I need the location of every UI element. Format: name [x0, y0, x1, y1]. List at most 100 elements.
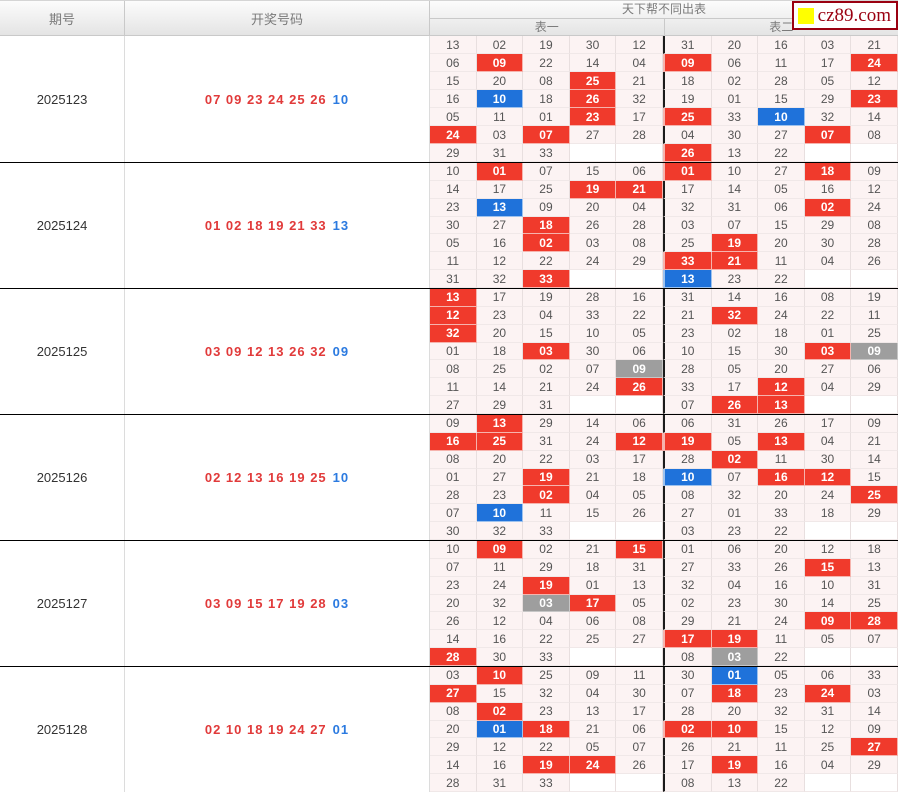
grid-row: 15 20 08 25 21 18 02 28 05 12 — [430, 72, 898, 90]
grid-cell: 05 — [758, 667, 805, 685]
grid-cell: 04 — [523, 306, 570, 325]
grid-cell: 15 — [851, 468, 898, 487]
grid-cell: 32 — [476, 270, 524, 289]
grid-cell: 03 — [430, 667, 477, 685]
grid-cell: 06 — [616, 342, 663, 361]
grid-row: 10 01 07 15 06 01 10 27 18 09 — [430, 163, 898, 181]
grid-cell: 28 — [851, 612, 898, 631]
grid-cell: 08 — [851, 126, 898, 144]
grid-cell: 03 — [804, 36, 852, 54]
grid-row: 20 32 03 17 05 02 23 30 14 25 — [430, 594, 898, 613]
grid-cell: 12 — [804, 720, 852, 739]
grid-cell: 26 — [616, 756, 663, 775]
grid-cell: 24 — [569, 756, 617, 775]
grid-cell: 16 — [758, 756, 805, 775]
grid-cell: 07 — [804, 126, 852, 144]
grid-cell: 12 — [616, 36, 663, 54]
grid-cell: 26 — [616, 378, 663, 397]
grid-cell: 20 — [758, 360, 805, 379]
grid-cell: 11 — [758, 252, 805, 271]
grid-cell: 23 — [523, 702, 570, 721]
grid-row: 16 10 18 26 32 19 01 15 29 23 — [430, 90, 898, 108]
grid-cell: 33 — [851, 667, 898, 685]
grid-row: 05 11 01 23 17 25 33 10 32 14 — [430, 108, 898, 126]
grid-cell: 25 — [569, 630, 617, 649]
grid-cell: 19 — [523, 468, 570, 487]
grid-cell: 25 — [569, 72, 617, 90]
grid-cell: 13 — [430, 289, 477, 307]
grid-cell: 04 — [804, 378, 852, 397]
grid-cell: 28 — [430, 648, 477, 667]
grid-cell: 26 — [711, 396, 759, 415]
grid-cell: 13 — [758, 396, 805, 415]
grid-cell: 17 — [569, 594, 617, 613]
grid-cell: 01 — [662, 541, 712, 559]
grid-cell: 29 — [804, 90, 852, 108]
grid-cell: 33 — [523, 774, 570, 792]
grid-cell: 16 — [476, 234, 524, 253]
grid-cell: 03 — [851, 684, 898, 703]
grid-cell: 20 — [711, 36, 759, 54]
grid-cell: 23 — [430, 576, 477, 595]
grid-cell: 05 — [616, 324, 663, 343]
grid-row: 28 30 33 08 03 22 — [430, 648, 898, 667]
grid-cell: 32 — [476, 522, 524, 541]
grid-cell: 14 — [711, 289, 759, 307]
grid-row: 12 23 04 33 22 21 32 24 22 11 — [430, 306, 898, 325]
winning-blue-number: 10 — [332, 470, 350, 485]
grid-cell: 32 — [430, 324, 477, 343]
grid-row: 32 20 15 10 05 23 02 18 01 25 — [430, 324, 898, 343]
grid-cell — [851, 144, 898, 162]
grid-cell: 29 — [804, 216, 852, 235]
grid-cell: 09 — [851, 720, 898, 739]
grid-cell: 26 — [569, 90, 617, 108]
grid-cell: 17 — [616, 108, 663, 126]
grid-header: 天下帮不同出表 表一 表二 — [430, 1, 898, 36]
grid-cell: 02 — [711, 72, 759, 90]
period-row-group: 2025128 02 10 18 19 24 27 01 03 10 25 09 11 30 01… — [0, 666, 898, 792]
grid-row: 05 16 02 03 08 25 19 20 30 28 — [430, 234, 898, 253]
grid-cell: 33 — [523, 648, 570, 667]
grid-cell — [569, 144, 617, 162]
grid-cell — [569, 648, 617, 667]
number-grid: 10 01 07 15 06 01 10 27 18 09 14 17 25 19 21 17 14 05 16 12… — [430, 163, 898, 289]
grid-cell: 17 — [662, 630, 712, 649]
grid-cell: 10 — [476, 90, 524, 108]
grid-cell: 27 — [430, 684, 477, 703]
grid-cell: 24 — [851, 54, 898, 72]
grid-cell: 19 — [662, 90, 712, 108]
grid-cell: 24 — [569, 252, 617, 271]
grid-cell: 11 — [851, 306, 898, 325]
grid-cell: 11 — [616, 667, 663, 685]
grid-cell: 33 — [523, 522, 570, 541]
grid-cell: 14 — [851, 108, 898, 126]
grid-cell: 06 — [569, 612, 617, 631]
grid-cell: 01 — [711, 667, 759, 685]
grid-cell: 22 — [804, 306, 852, 325]
grid-cell: 27 — [662, 558, 712, 577]
grid-row: 26 12 04 06 08 29 21 24 09 28 — [430, 612, 898, 631]
grid-row: 08 02 23 13 17 28 20 32 31 14 — [430, 702, 898, 721]
grid-cell: 15 — [569, 163, 617, 181]
grid-cell: 10 — [430, 541, 477, 559]
grid-cell — [804, 522, 852, 541]
grid-cell: 24 — [569, 378, 617, 397]
grid-cell: 13 — [711, 144, 759, 162]
grid-cell: 01 — [662, 163, 712, 181]
grid-cell: 01 — [804, 324, 852, 343]
grid-cell: 28 — [430, 486, 477, 505]
grid-cell — [804, 774, 852, 792]
grid-cell: 07 — [569, 360, 617, 379]
grid-cell: 09 — [662, 54, 712, 72]
grid-cell: 12 — [476, 738, 524, 757]
cz89-logo[interactable]: cz89.com — [791, 1, 898, 30]
grid-cell: 32 — [711, 306, 759, 325]
number-grid: 09 13 29 14 06 06 31 26 17 09 16 25 31 24 12 19 05 13 04 21… — [430, 415, 898, 541]
grid-cell: 12 — [804, 541, 852, 559]
grid-cell: 03 — [569, 234, 617, 253]
grid-cell: 20 — [476, 72, 524, 90]
grid-cell: 19 — [711, 234, 759, 253]
grid-cell: 32 — [758, 702, 805, 721]
grid-cell: 08 — [662, 486, 712, 505]
